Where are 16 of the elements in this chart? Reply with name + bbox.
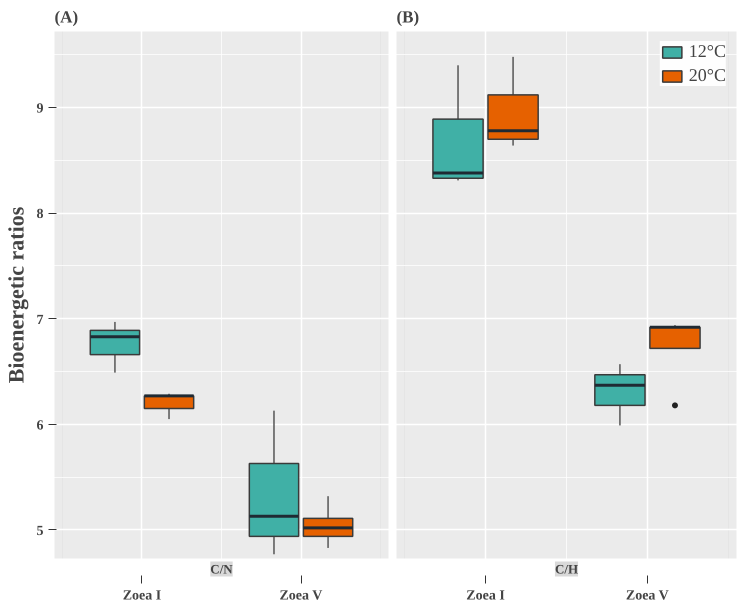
chart-title: (B) xyxy=(396,8,420,26)
x-tick-label: Zoea I xyxy=(466,588,505,604)
x-axis-title: C/H xyxy=(554,562,578,576)
y-tick-label: 7 xyxy=(36,312,44,328)
legend-label: 12°C xyxy=(688,41,726,62)
y-tick-label: 8 xyxy=(36,207,44,222)
x-tick-label: Zoea V xyxy=(279,588,322,604)
x-tick-label: Zoea I xyxy=(122,588,162,604)
x-tick-label: Zoea V xyxy=(626,588,669,604)
y-tick-label: 5 xyxy=(36,524,44,539)
x-axis-title: C/N xyxy=(210,562,234,576)
y-tick-label: 6 xyxy=(36,418,44,434)
chart-title: (A) xyxy=(54,8,78,26)
y-axis-title: Bioenergetic ratios xyxy=(4,206,28,384)
y-tick-label: 9 xyxy=(36,102,44,117)
legend-label: 20°C xyxy=(688,65,726,86)
